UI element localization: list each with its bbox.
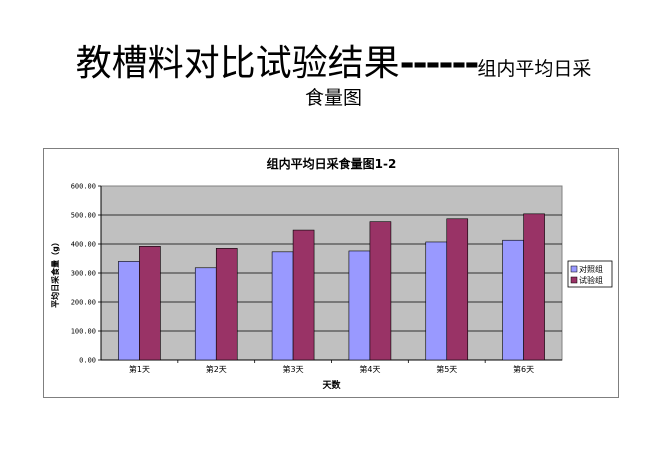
legend-label: 试验组: [579, 275, 603, 285]
bar-control: [502, 239, 524, 361]
y-tick-label: 100.00: [71, 328, 96, 336]
y-tick-label: 600.00: [71, 183, 96, 191]
x-tick-label: 第3天: [283, 364, 304, 374]
chart-container: 组内平均日采食量图1-2 0.00 100.00 200.00 300.00 400.00…: [43, 148, 619, 398]
bar-test: [292, 229, 315, 361]
bar-control: [271, 251, 294, 361]
slide-title-line2: 食量图: [304, 87, 362, 110]
slide-title: 教槽料对比试验结果------组内平均日采 食量图: [0, 42, 667, 110]
slide-title-main: 教槽料对比试验结果: [75, 43, 400, 84]
bar-control: [194, 267, 217, 361]
legend-swatch: [570, 276, 578, 284]
bar-control: [425, 241, 448, 361]
legend-swatch: [570, 265, 578, 273]
bar-test: [369, 221, 392, 361]
bar-control: [348, 250, 371, 361]
bar-test: [139, 246, 161, 361]
slide-title-line1: 教槽料对比试验结果------组内平均日采: [0, 42, 667, 85]
x-axis-label: 天数: [322, 379, 341, 391]
x-tick-label: 第6天: [513, 364, 534, 374]
x-tick-label: 第2天: [206, 364, 227, 374]
chart-title: 组内平均日采食量图1-2: [267, 156, 397, 171]
x-tick-label: 第5天: [436, 364, 457, 374]
bar-test: [446, 218, 469, 361]
y-tick-label: 0.00: [79, 357, 96, 365]
y-tick-label: 500.00: [71, 212, 96, 220]
x-tick-label: 第4天: [359, 364, 380, 374]
y-tick-label: 300.00: [71, 270, 96, 278]
bar-test: [523, 213, 545, 361]
x-tick-label: 第1天: [129, 364, 150, 374]
bar-test: [215, 248, 238, 361]
y-axis-label: 平均日采食量（g）: [50, 238, 60, 308]
slide-title-dashes: ------: [399, 43, 480, 84]
bar-control: [118, 261, 140, 361]
y-tick-label: 400.00: [71, 241, 96, 249]
y-tick-label: 200.00: [71, 299, 96, 307]
slide-title-tail: 组内平均日采: [477, 58, 592, 80]
legend-label: 对照组: [579, 264, 603, 274]
bar-chart: 组内平均日采食量图1-2 0.00 100.00 200.00 300.00 400.00…: [50, 156, 613, 391]
